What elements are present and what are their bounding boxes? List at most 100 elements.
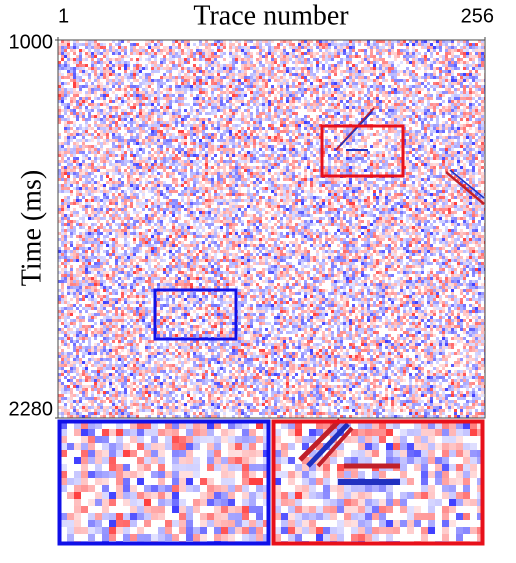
noise-cell bbox=[76, 118, 79, 121]
noise-cell bbox=[70, 154, 73, 157]
noise-cell bbox=[307, 109, 310, 112]
noise-cell bbox=[178, 58, 181, 61]
noise-cell bbox=[133, 43, 136, 46]
noise-cell bbox=[331, 97, 334, 100]
noise-cell bbox=[277, 148, 280, 151]
noise-cell bbox=[460, 133, 463, 136]
noise-cell bbox=[241, 112, 244, 115]
noise-cell bbox=[130, 154, 133, 157]
noise-cell bbox=[166, 175, 169, 178]
noise-cell bbox=[211, 64, 214, 67]
noise-cell bbox=[181, 67, 184, 70]
noise-cell bbox=[274, 151, 277, 154]
noise-cell bbox=[319, 61, 322, 64]
noise-cell bbox=[274, 88, 277, 91]
noise-cell bbox=[337, 103, 340, 106]
noise-cell bbox=[178, 52, 181, 55]
noise-cell bbox=[319, 43, 322, 46]
noise-cell bbox=[391, 40, 394, 43]
noise-cell bbox=[439, 166, 442, 169]
noise-cell bbox=[469, 58, 472, 61]
noise-cell bbox=[112, 136, 115, 139]
noise-cell bbox=[250, 52, 253, 55]
noise-cell bbox=[160, 91, 163, 94]
noise-cell bbox=[403, 109, 406, 112]
noise-cell bbox=[346, 106, 349, 109]
noise-cell bbox=[307, 136, 310, 139]
noise-cell bbox=[178, 100, 181, 103]
noise-cell bbox=[202, 127, 205, 130]
noise-cell bbox=[427, 97, 430, 100]
noise-cell bbox=[97, 127, 100, 130]
noise-cell bbox=[187, 70, 190, 73]
noise-cell bbox=[439, 124, 442, 127]
noise-cell bbox=[121, 103, 124, 106]
noise-cell bbox=[196, 85, 199, 88]
noise-cell bbox=[220, 76, 223, 79]
noise-cell bbox=[460, 103, 463, 106]
noise-cell bbox=[208, 154, 211, 157]
noise-cell bbox=[205, 70, 208, 73]
noise-cell bbox=[196, 58, 199, 61]
noise-cell bbox=[457, 40, 460, 43]
noise-cell bbox=[322, 52, 325, 55]
noise-cell bbox=[265, 58, 268, 61]
noise-cell bbox=[451, 97, 454, 100]
noise-cell bbox=[445, 169, 448, 172]
noise-cell bbox=[472, 73, 475, 76]
noise-cell bbox=[331, 142, 334, 145]
noise-cell bbox=[199, 151, 202, 154]
noise-cell bbox=[199, 166, 202, 169]
noise-cell bbox=[349, 55, 352, 58]
noise-cell bbox=[127, 100, 130, 103]
noise-cell bbox=[121, 145, 124, 148]
noise-cell bbox=[88, 127, 91, 130]
noise-cell bbox=[88, 109, 91, 112]
noise-cell bbox=[391, 145, 394, 148]
noise-cell bbox=[136, 112, 139, 115]
noise-cell bbox=[250, 82, 253, 85]
noise-cell bbox=[259, 61, 262, 64]
noise-cell bbox=[442, 130, 445, 133]
noise-cell bbox=[151, 124, 154, 127]
noise-cell bbox=[367, 88, 370, 91]
noise-cell bbox=[283, 157, 286, 160]
noise-cell bbox=[400, 100, 403, 103]
noise-cell bbox=[394, 130, 397, 133]
noise-cell bbox=[313, 106, 316, 109]
noise-cell bbox=[379, 67, 382, 70]
noise-cell bbox=[169, 124, 172, 127]
noise-cell bbox=[103, 133, 106, 136]
noise-cell bbox=[70, 58, 73, 61]
noise-cell bbox=[262, 178, 265, 181]
noise-cell bbox=[208, 43, 211, 46]
noise-cell bbox=[76, 157, 79, 160]
noise-cell bbox=[451, 151, 454, 154]
noise-cell bbox=[208, 142, 211, 145]
noise-cell bbox=[367, 103, 370, 106]
noise-cell bbox=[217, 163, 220, 166]
noise-cell bbox=[397, 148, 400, 151]
noise-cell bbox=[394, 157, 397, 160]
noise-cell bbox=[193, 52, 196, 55]
noise-cell bbox=[427, 112, 430, 115]
noise-cell bbox=[454, 79, 457, 82]
noise-cell bbox=[301, 91, 304, 94]
noise-cell bbox=[196, 127, 199, 130]
noise-cell bbox=[127, 61, 130, 64]
noise-cell bbox=[58, 52, 61, 55]
noise-cell bbox=[313, 154, 316, 157]
noise-cell bbox=[220, 94, 223, 97]
noise-cell bbox=[436, 163, 439, 166]
noise-cell bbox=[337, 133, 340, 136]
noise-cell bbox=[196, 169, 199, 172]
noise-cell bbox=[316, 106, 319, 109]
noise-cell bbox=[373, 169, 376, 172]
noise-cell bbox=[304, 151, 307, 154]
noise-cell bbox=[364, 106, 367, 109]
noise-cell bbox=[220, 181, 223, 184]
noise-cell bbox=[139, 145, 142, 148]
noise-cell bbox=[136, 79, 139, 82]
noise-cell bbox=[457, 142, 460, 145]
noise-cell bbox=[115, 61, 118, 64]
